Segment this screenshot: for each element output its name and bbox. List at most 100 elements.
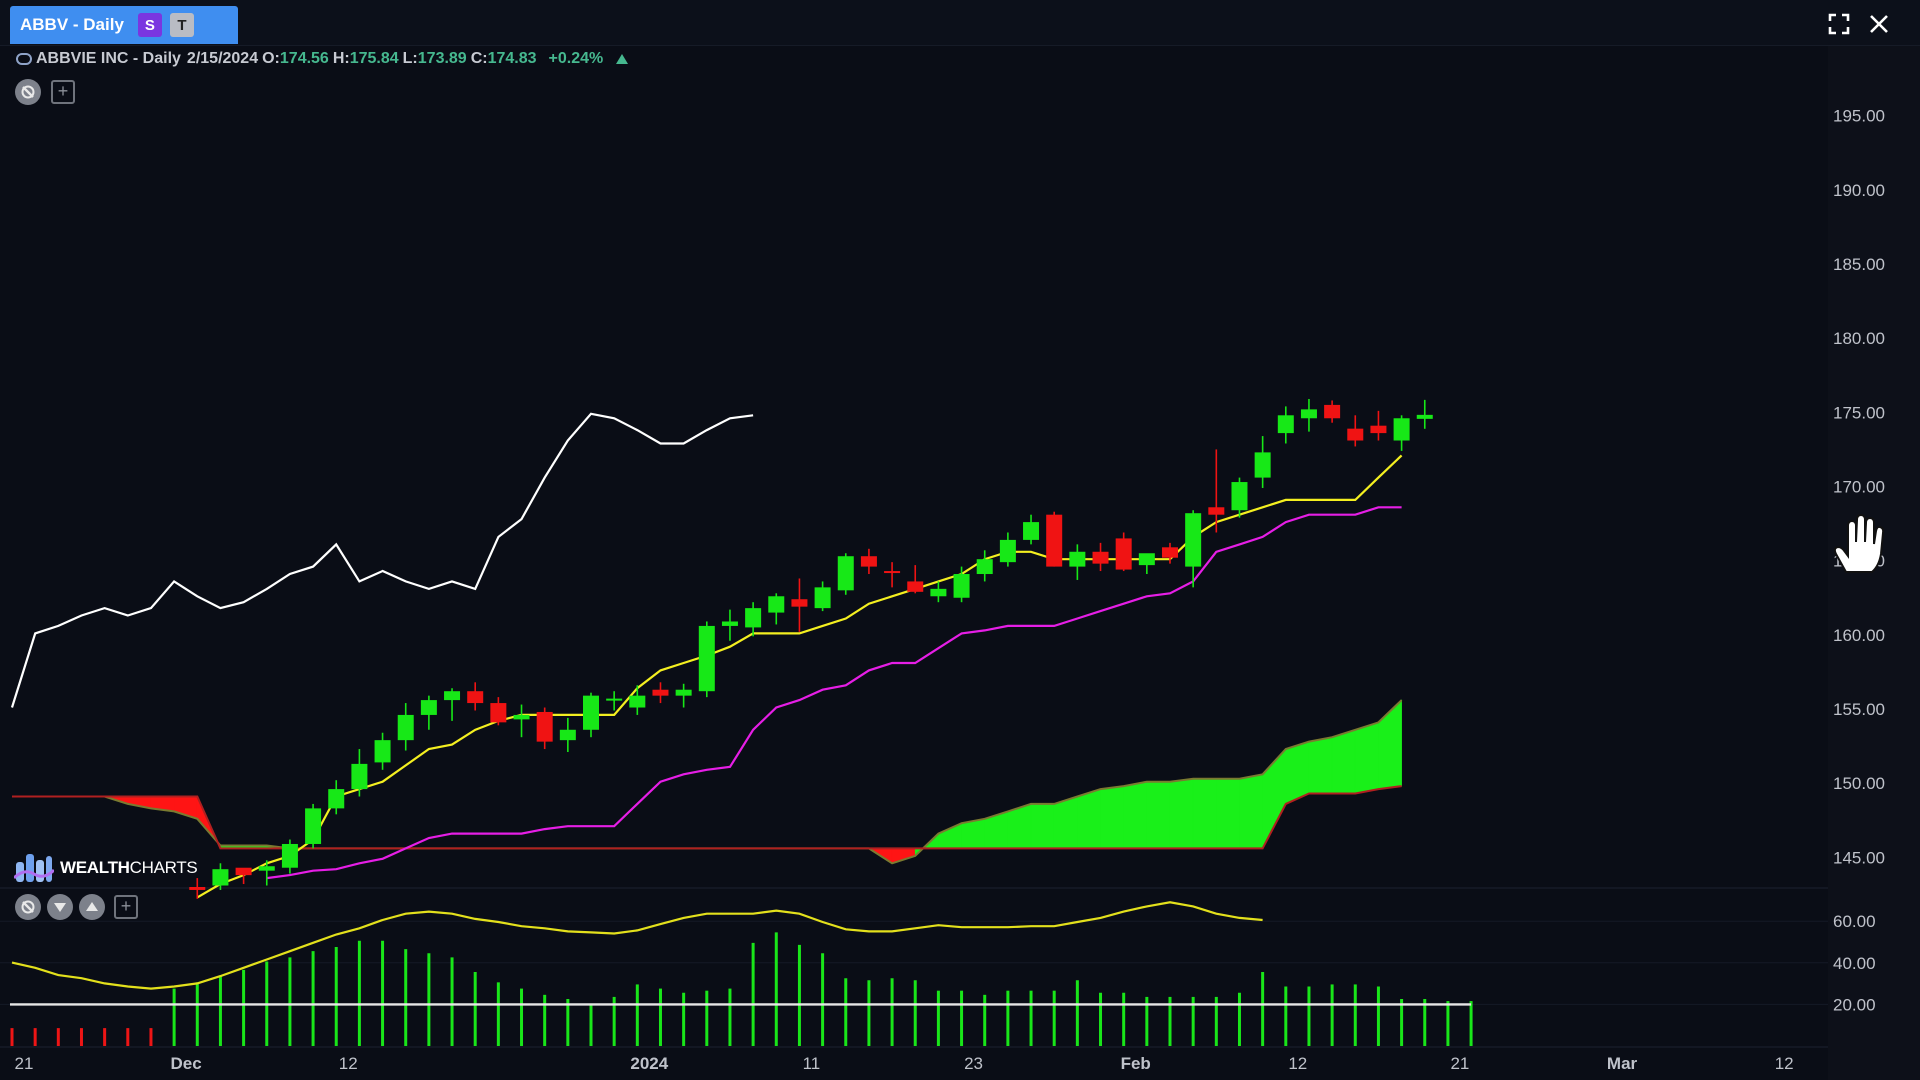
candle-body — [1208, 507, 1225, 515]
time-axis-label: Mar — [1607, 1054, 1638, 1073]
time-axis-label: 12 — [1775, 1054, 1794, 1073]
candle-body — [1254, 452, 1271, 478]
candle-body — [837, 556, 854, 591]
candle-body — [745, 608, 762, 628]
candle-body — [884, 571, 901, 574]
price-axis-label: 145.00 — [1833, 848, 1885, 867]
candle-body — [606, 698, 623, 701]
cloud-segment — [1053, 796, 1078, 849]
cloud-segment — [1077, 788, 1101, 849]
chart-canvas[interactable]: 195.00190.00185.00180.00175.00170.00165.… — [0, 46, 1920, 1080]
studies-badge[interactable]: S — [137, 13, 162, 37]
candle-body — [467, 691, 484, 704]
add-panel-indicator-icon[interactable]: + — [114, 895, 138, 919]
candle-body — [1300, 409, 1317, 419]
candle-body — [652, 689, 669, 696]
candle-body — [1324, 404, 1341, 419]
candle-body — [1370, 425, 1387, 434]
candle-body — [1347, 428, 1364, 441]
window-title-bar: ABBV - Daily S T — [0, 0, 1920, 46]
candle-body — [629, 695, 646, 708]
open-label: O: — [262, 50, 280, 67]
candle-body — [1393, 418, 1410, 441]
candle-body — [721, 621, 738, 626]
candle-body — [1138, 553, 1155, 566]
change-value: +0.24% — [548, 50, 604, 67]
tab-label: ABBV - Daily — [20, 15, 124, 34]
cloud-segment — [1123, 781, 1148, 849]
time-axis-label: 21 — [1450, 1054, 1469, 1073]
move-panel-up-icon[interactable] — [79, 894, 105, 920]
link-icon[interactable] — [16, 53, 32, 65]
candle-body — [374, 740, 391, 763]
low-label: L: — [402, 50, 418, 67]
low-value: 173.89 — [417, 50, 467, 67]
hand-cursor-icon — [1833, 513, 1885, 573]
hide-indicators-icon[interactable] — [15, 79, 41, 105]
candle-body — [953, 574, 970, 598]
candle-body — [860, 556, 877, 567]
add-indicator-icon[interactable]: + — [51, 80, 75, 104]
candle-body — [281, 843, 298, 868]
price-axis-label: 175.00 — [1833, 403, 1885, 422]
candle-body — [1023, 522, 1040, 540]
cloud-segment — [1192, 778, 1217, 849]
time-axis-label: 23 — [964, 1054, 983, 1073]
candle-body — [420, 700, 437, 715]
candle-body — [1416, 414, 1433, 419]
time-axis-label: 11 — [803, 1054, 821, 1073]
cloud-segment — [1239, 773, 1263, 849]
cloud-segment — [1169, 778, 1194, 849]
candle-body — [1069, 551, 1086, 567]
base-line — [266, 506, 1402, 880]
symbol-name: ABBVIE INC - Daily — [36, 50, 181, 67]
wealthcharts-logo-icon — [14, 854, 54, 882]
indicator-line — [11, 901, 1263, 990]
hide-panel-icon[interactable] — [15, 894, 41, 920]
candle-body — [930, 588, 947, 597]
close-value: 174.83 — [487, 50, 537, 67]
up-triangle-icon — [616, 54, 629, 64]
candle-body — [976, 559, 993, 575]
candle-body — [351, 763, 368, 790]
cloud-segment — [1100, 785, 1124, 849]
candle-body — [559, 729, 576, 741]
candle-body — [583, 695, 599, 730]
candle-body — [328, 789, 345, 809]
candle-body — [1046, 514, 1063, 567]
price-axis-label: 180.00 — [1833, 329, 1885, 348]
tools-badge[interactable]: T — [169, 13, 194, 37]
candle-body — [1115, 538, 1132, 570]
time-axis-label: Feb — [1121, 1054, 1151, 1073]
logo-text-bold: WEALTH — [60, 858, 130, 877]
fullscreen-icon[interactable] — [1827, 12, 1851, 36]
cloud-segment — [1354, 721, 1379, 794]
chart-background — [0, 46, 1920, 1080]
price-axis-label: 185.00 — [1833, 255, 1885, 274]
price-axis-label: 195.00 — [1833, 107, 1885, 126]
candle-body — [513, 714, 530, 720]
move-panel-down-icon[interactable] — [47, 894, 73, 920]
high-value: 175.84 — [349, 50, 399, 67]
price-axis-label: 170.00 — [1833, 478, 1885, 497]
candle-body — [536, 711, 553, 742]
candle-body — [814, 587, 831, 609]
lagging-span-line — [10, 412, 754, 708]
cloud-segment — [1308, 736, 1333, 794]
candle-body — [768, 596, 785, 613]
chart-tab[interactable]: ABBV - Daily S T — [10, 6, 238, 44]
candle-body — [1231, 482, 1248, 511]
candle-body — [675, 689, 692, 696]
candle-body — [490, 703, 507, 723]
cloud-segment — [1216, 778, 1240, 849]
price-axis-label: 190.00 — [1833, 181, 1885, 200]
candle-body — [698, 625, 715, 692]
ohlc-info-line: ABBVIE INC - Daily 2/15/2024 O: 174.56 H:… — [16, 50, 629, 68]
time-axis-label: 12 — [1288, 1054, 1307, 1073]
close-icon[interactable] — [1867, 12, 1891, 36]
cloud-segment — [1146, 781, 1171, 849]
candle-body — [1162, 547, 1178, 558]
candle-body — [397, 714, 414, 741]
time-axis-label: 12 — [339, 1054, 358, 1073]
